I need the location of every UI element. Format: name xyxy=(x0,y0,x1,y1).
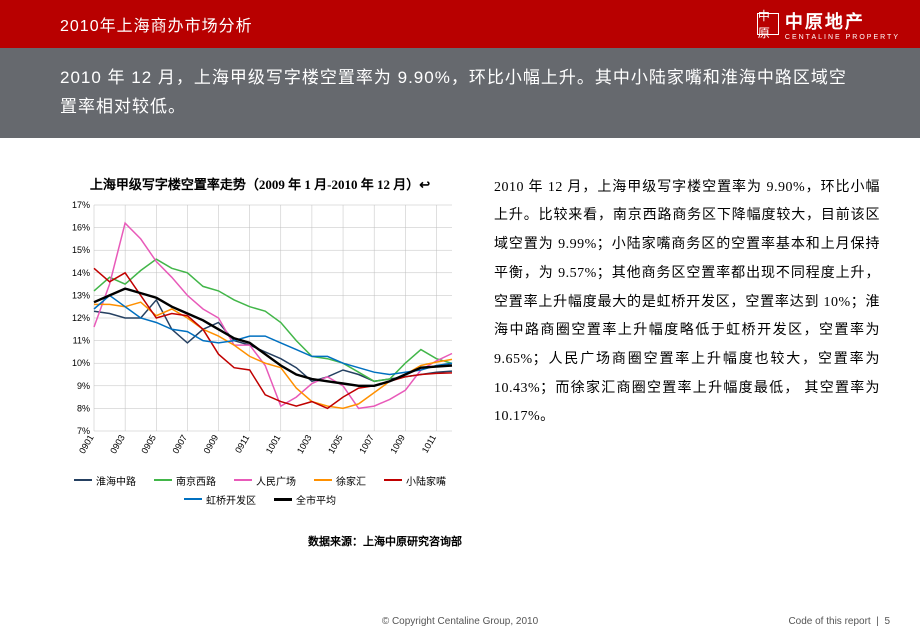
brand-block: 中原 中原地产 CENTALINE PROPERTY xyxy=(757,8,900,41)
legend-item: 徐家汇 xyxy=(314,473,366,488)
svg-text:1011: 1011 xyxy=(420,433,438,455)
svg-text:16%: 16% xyxy=(72,222,90,232)
legend-item: 虹桥开发区 xyxy=(184,492,256,507)
svg-text:1007: 1007 xyxy=(357,433,376,455)
legend-item: 小陆家嘴 xyxy=(384,473,446,488)
svg-text:0909: 0909 xyxy=(202,433,221,455)
legend-item: 人民广场 xyxy=(234,473,296,488)
svg-text:9%: 9% xyxy=(77,381,90,391)
body-text: 2010 年 12 月，上海甲级写字楼空置率为 9.90%，环比小幅上升。比较来… xyxy=(494,174,880,549)
legend-item: 南京西路 xyxy=(154,473,216,488)
svg-text:0911: 0911 xyxy=(233,433,251,455)
chart-legend: 淮海中路 南京西路 人民广场 徐家汇 小陆家嘴虹桥开发区 全市平均 xyxy=(50,473,470,507)
svg-text:12%: 12% xyxy=(72,313,90,323)
content-area: 上海甲级写字楼空置率走势（2009 年 1 月-2010 年 12 月）↩ 7%… xyxy=(0,138,920,549)
svg-text:15%: 15% xyxy=(72,245,90,255)
svg-text:0905: 0905 xyxy=(139,433,158,455)
svg-text:8%: 8% xyxy=(77,403,90,413)
chart-source: 数据来源：上海中原研究咨询部 xyxy=(50,533,470,549)
svg-text:14%: 14% xyxy=(72,268,90,278)
svg-text:1001: 1001 xyxy=(264,433,283,455)
chart-title: 上海甲级写字楼空置率走势（2009 年 1 月-2010 年 12 月）↩ xyxy=(50,174,470,193)
brand-logo-icon: 中原 xyxy=(757,13,779,35)
svg-text:1005: 1005 xyxy=(326,433,345,455)
svg-text:11%: 11% xyxy=(73,335,90,345)
svg-text:0903: 0903 xyxy=(108,433,127,455)
page-code: Code of this report | 5 xyxy=(788,616,890,627)
summary-bar: 2010 年 12 月，上海甲级写字楼空置率为 9.90%，环比小幅上升。其中小… xyxy=(0,48,920,138)
copyright: © Copyright Centaline Group, 2010 xyxy=(0,616,920,627)
legend-item: 淮海中路 xyxy=(74,473,136,488)
svg-text:0901: 0901 xyxy=(77,433,96,455)
chart-panel: 上海甲级写字楼空置率走势（2009 年 1 月-2010 年 12 月）↩ 7%… xyxy=(50,174,470,549)
svg-text:17%: 17% xyxy=(72,200,90,210)
brand-name-en: CENTALINE PROPERTY xyxy=(785,34,900,41)
svg-text:1003: 1003 xyxy=(295,433,314,455)
header-bar: 2010年上海商办市场分析 中原 中原地产 CENTALINE PROPERTY xyxy=(0,0,920,48)
line-chart: 7%8%9%10%11%12%13%14%15%16%17%0901090309… xyxy=(60,199,460,469)
svg-text:10%: 10% xyxy=(72,358,90,368)
svg-text:0907: 0907 xyxy=(170,433,189,455)
brand-name-cn: 中原地产 xyxy=(785,8,900,34)
svg-text:1009: 1009 xyxy=(388,433,407,455)
svg-text:13%: 13% xyxy=(72,290,90,300)
legend-item: 全市平均 xyxy=(274,492,336,507)
report-title: 2010年上海商办市场分析 xyxy=(60,12,253,36)
